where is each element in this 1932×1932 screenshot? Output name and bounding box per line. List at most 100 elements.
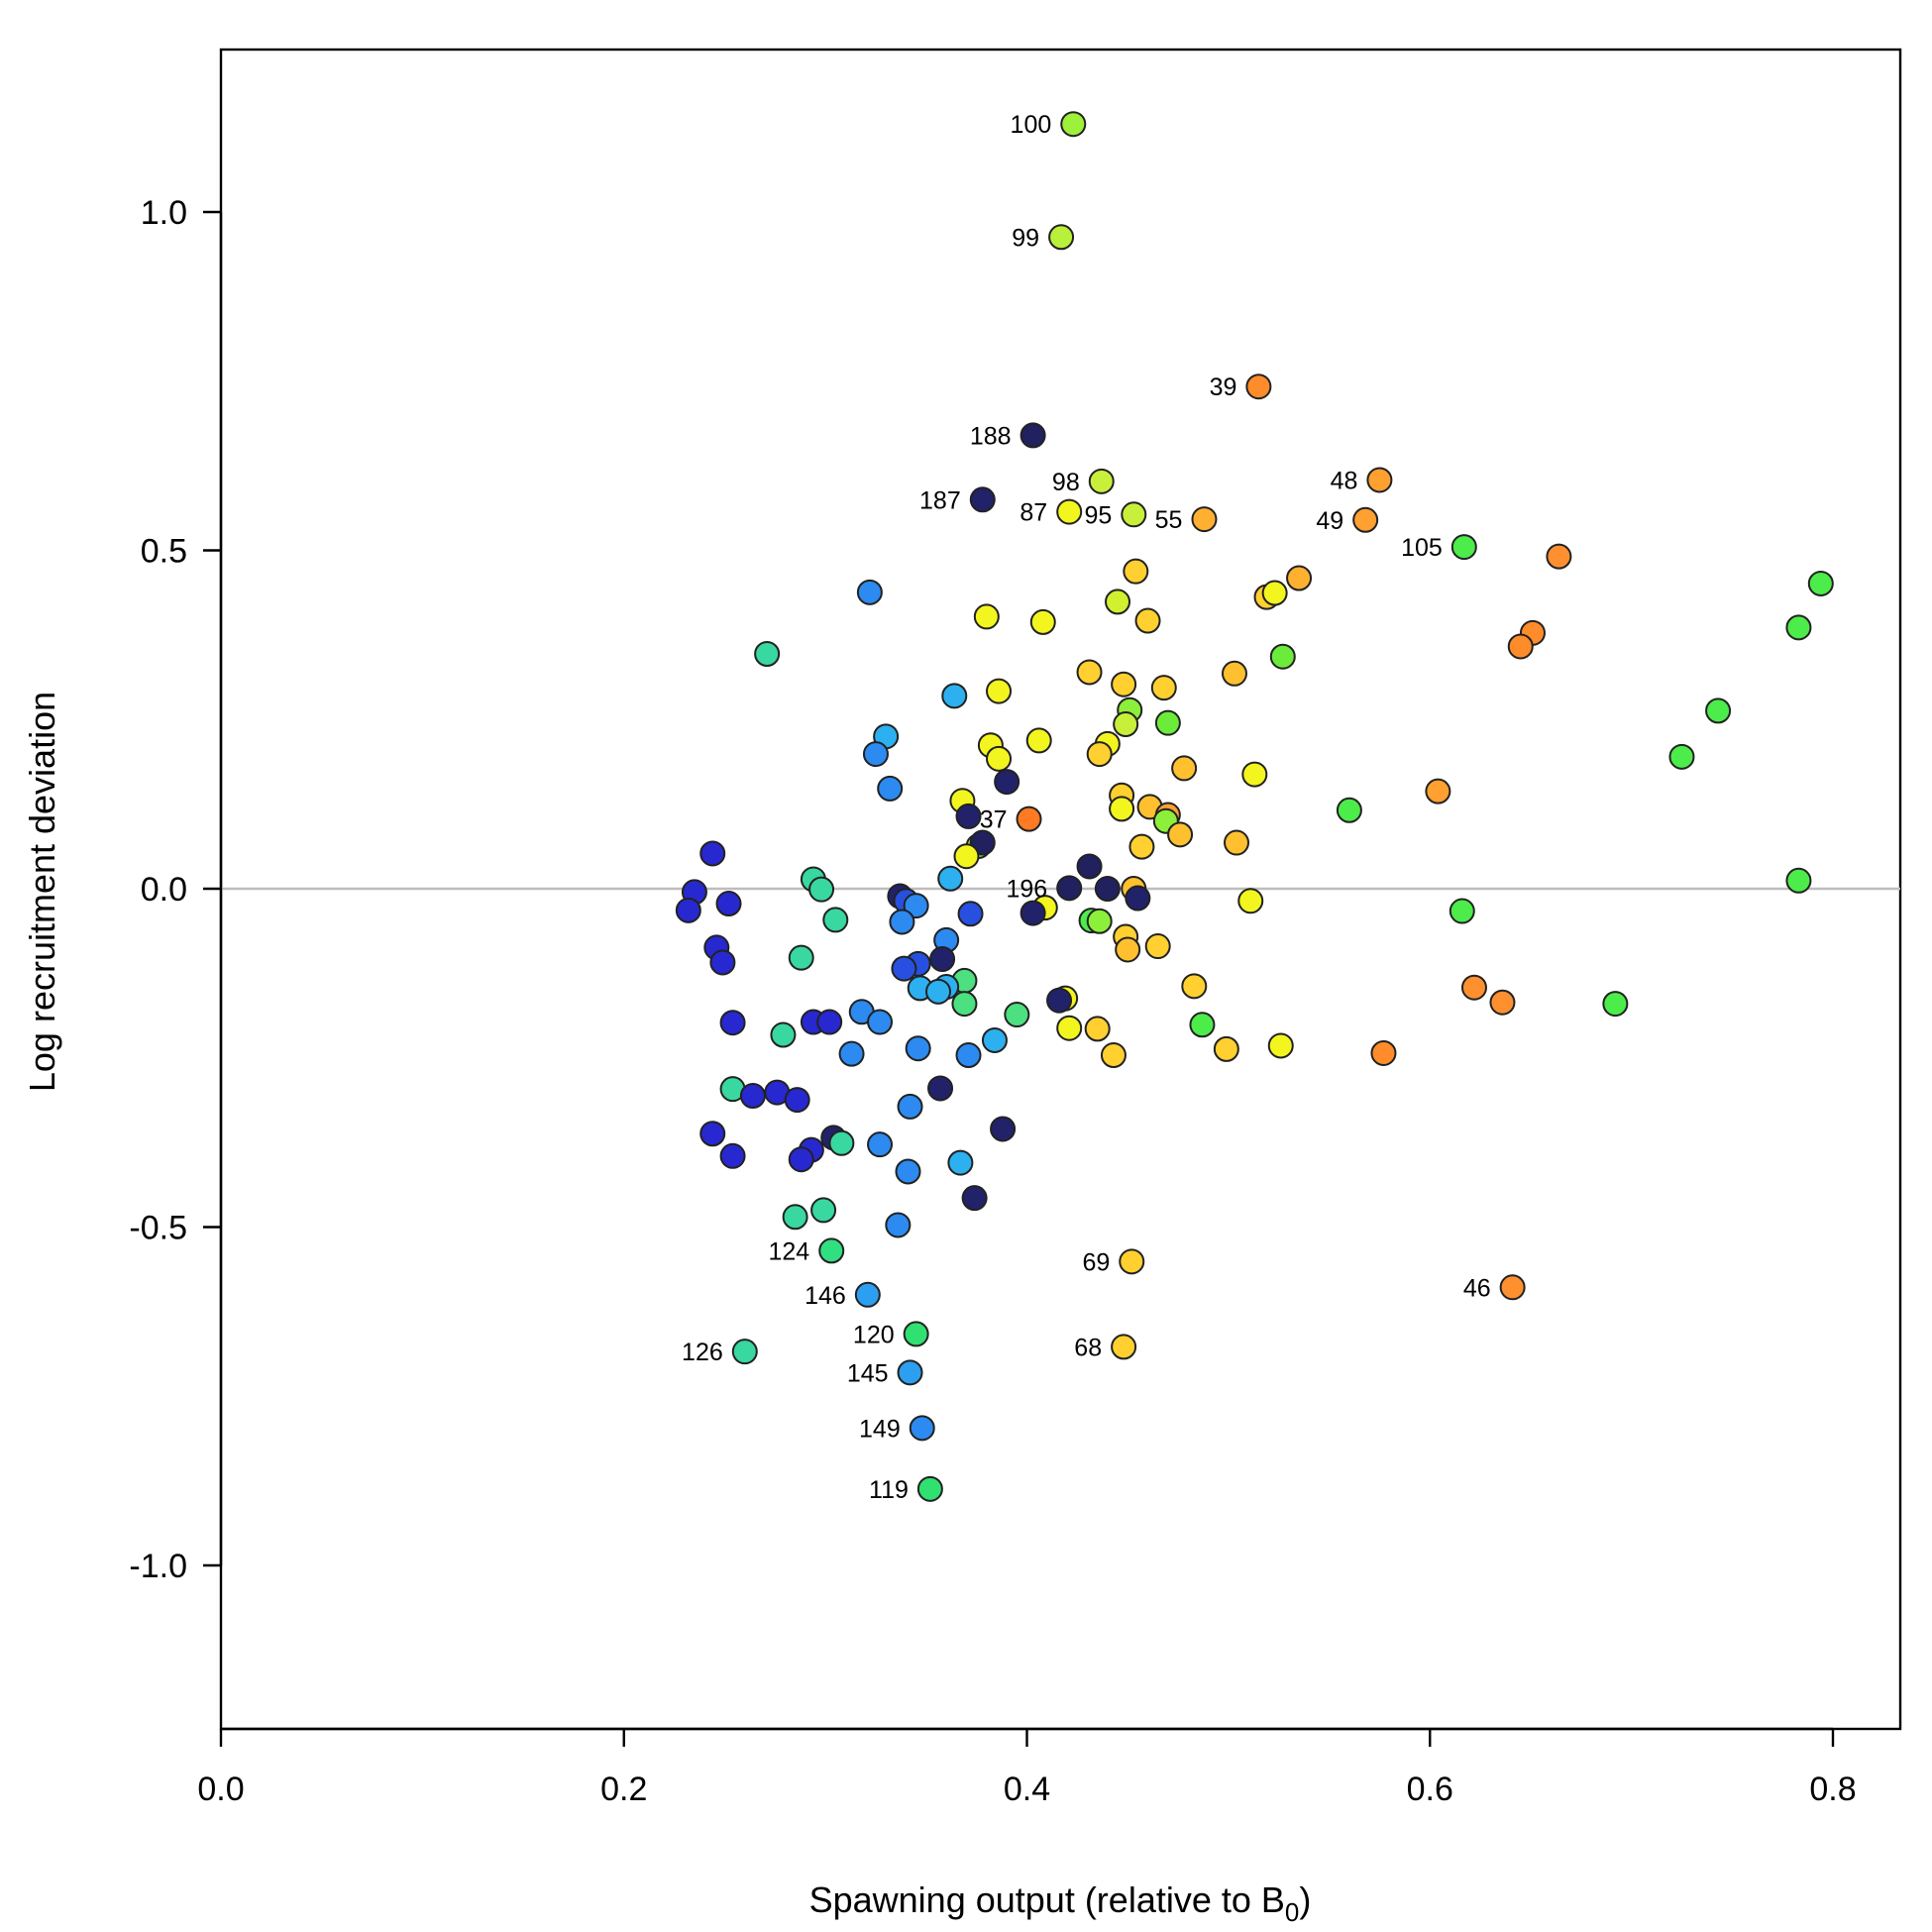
data-point: [1245, 374, 1272, 400]
data-point: [877, 775, 904, 802]
data-point: [1025, 727, 1052, 754]
data-point: [953, 843, 980, 870]
data-point: [699, 1121, 726, 1147]
data-point: [675, 897, 701, 923]
data-point: [1086, 741, 1113, 768]
data-point: [955, 803, 982, 829]
points-layer: [675, 111, 1834, 1502]
data-point: [889, 909, 915, 935]
data-point: [1084, 1016, 1111, 1042]
data-point: [941, 683, 968, 709]
data-point: [1370, 1039, 1397, 1066]
data-point: [822, 907, 849, 933]
data-point: [1048, 224, 1075, 251]
point-label: 149: [859, 1415, 901, 1443]
data-point: [947, 1149, 974, 1176]
data-point: [788, 944, 814, 971]
data-point: [1191, 506, 1218, 533]
data-point: [1076, 659, 1103, 686]
data-point: [1113, 711, 1139, 738]
x-tick-label: 0.0: [197, 1771, 244, 1808]
point-label: 188: [970, 422, 1012, 450]
data-point: [957, 901, 984, 927]
data-point: [1705, 698, 1732, 724]
data-point: [1241, 761, 1268, 788]
y-tick-label: 1.0: [141, 194, 187, 232]
data-point: [1119, 1248, 1145, 1275]
data-point: [1366, 467, 1393, 493]
data-point: [916, 1475, 943, 1502]
data-point: [1150, 675, 1177, 701]
data-point: [1336, 797, 1362, 823]
x-tick-label: 0.8: [1809, 1771, 1856, 1808]
y-tick-label: -0.5: [129, 1210, 187, 1247]
point-label: 49: [1316, 507, 1343, 535]
x-tick-label: 0.2: [600, 1771, 647, 1808]
data-point: [1056, 875, 1083, 902]
data-point: [929, 946, 956, 973]
data-point: [1450, 534, 1477, 561]
data-point: [1425, 778, 1451, 805]
point-label: 145: [847, 1359, 889, 1387]
point-label: 48: [1331, 467, 1358, 494]
point-labels-layer: 100 99 39 188 98 48 187 87 95 55 49 105 37 196 124 69 46…: [682, 111, 1491, 1504]
data-point: [961, 1185, 988, 1212]
data-point: [739, 1082, 766, 1109]
point-label: 100: [1011, 111, 1052, 139]
data-point: [715, 891, 742, 917]
data-point: [862, 741, 889, 768]
point-label: 187: [919, 486, 961, 514]
y-tick-label: 0.5: [141, 533, 187, 571]
data-point: [1111, 1334, 1137, 1360]
point-label: 126: [682, 1339, 723, 1366]
point-label: 87: [1020, 499, 1047, 527]
point-label: 196: [1006, 875, 1047, 903]
data-point: [1352, 506, 1379, 533]
point-label: 119: [869, 1476, 909, 1504]
point-label: 95: [1084, 501, 1112, 529]
point-label: 46: [1463, 1274, 1491, 1302]
x-axis-title-subscript: 0: [1285, 1897, 1299, 1927]
data-point: [903, 1321, 929, 1347]
data-point: [955, 1042, 982, 1069]
data-point: [1237, 888, 1264, 914]
data-point: [1100, 1042, 1127, 1069]
y-tick-label: 0.0: [141, 871, 187, 909]
data-point: [897, 1359, 923, 1386]
data-point: [1109, 796, 1135, 822]
data-point: [770, 1021, 797, 1048]
data-point: [1269, 643, 1296, 670]
data-point: [1286, 565, 1313, 591]
point-label: 39: [1210, 374, 1237, 401]
data-point: [1489, 989, 1516, 1016]
point-label: 124: [769, 1237, 810, 1265]
data-point: [1016, 805, 1042, 832]
data-point: [1088, 468, 1115, 494]
data-point: [981, 1026, 1008, 1053]
point-label: 146: [805, 1282, 846, 1310]
data-point: [927, 1075, 954, 1102]
data-point: [1004, 1002, 1030, 1028]
x-tick-label: 0.6: [1407, 1771, 1453, 1808]
data-point: [1128, 833, 1155, 860]
data-point: [1261, 580, 1288, 606]
data-point: [1189, 1012, 1216, 1038]
data-point: [990, 1116, 1017, 1142]
data-point: [1546, 543, 1572, 570]
data-point: [838, 1040, 865, 1067]
data-point: [969, 486, 996, 513]
data-point: [1668, 743, 1695, 770]
data-point: [709, 949, 736, 976]
data-point: [1785, 867, 1812, 894]
data-point: [1267, 1032, 1294, 1059]
data-point: [816, 1009, 843, 1035]
data-point: [1499, 1274, 1526, 1301]
data-point: [1602, 991, 1629, 1018]
data-point: [1221, 660, 1247, 687]
data-point: [1076, 853, 1103, 880]
data-point: [973, 603, 1000, 630]
data-point: [905, 1035, 931, 1062]
x-tick-label: 0.4: [1004, 1771, 1050, 1808]
y-axis: -1.0 -0.5 0.0 0.5 1.0: [129, 194, 223, 1585]
